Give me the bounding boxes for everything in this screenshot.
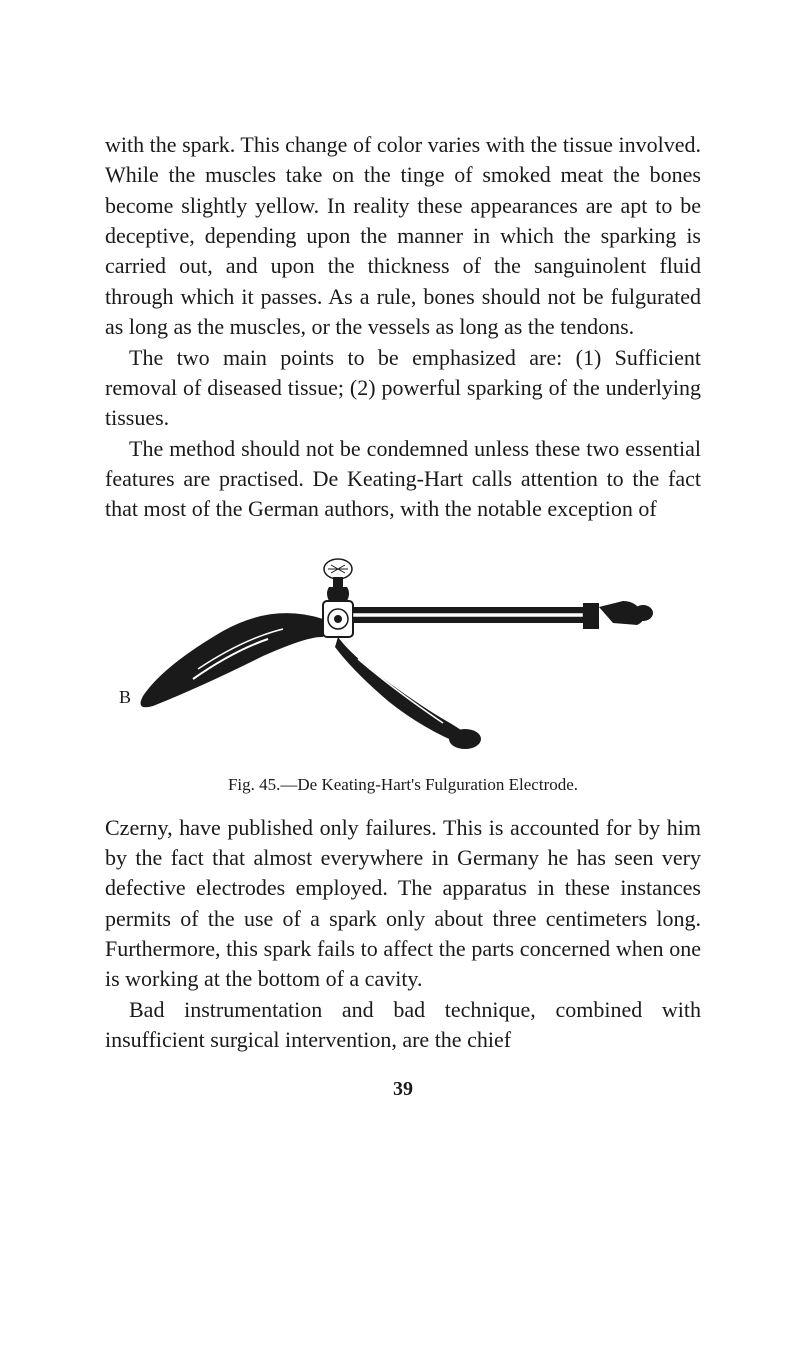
paragraph-1: with the spark. This change of color var… (105, 130, 701, 343)
figure-container: B (105, 551, 701, 761)
figure-label-b: B (119, 687, 131, 708)
paragraph-2: The two main points to be emphasized are… (105, 343, 701, 434)
paragraph-4: Czerny, have published only failures. Th… (105, 813, 701, 995)
paragraph-3: The method should not be condemned unles… (105, 434, 701, 525)
figure-caption: Fig. 45.—De Keating-Hart's Fulguration E… (105, 775, 701, 795)
electrode-illustration (123, 551, 683, 751)
paragraph-5: Bad instrumentation and bad technique, c… (105, 995, 701, 1056)
page-number: 39 (105, 1078, 701, 1101)
page-content: with the spark. This change of color var… (0, 0, 801, 1161)
